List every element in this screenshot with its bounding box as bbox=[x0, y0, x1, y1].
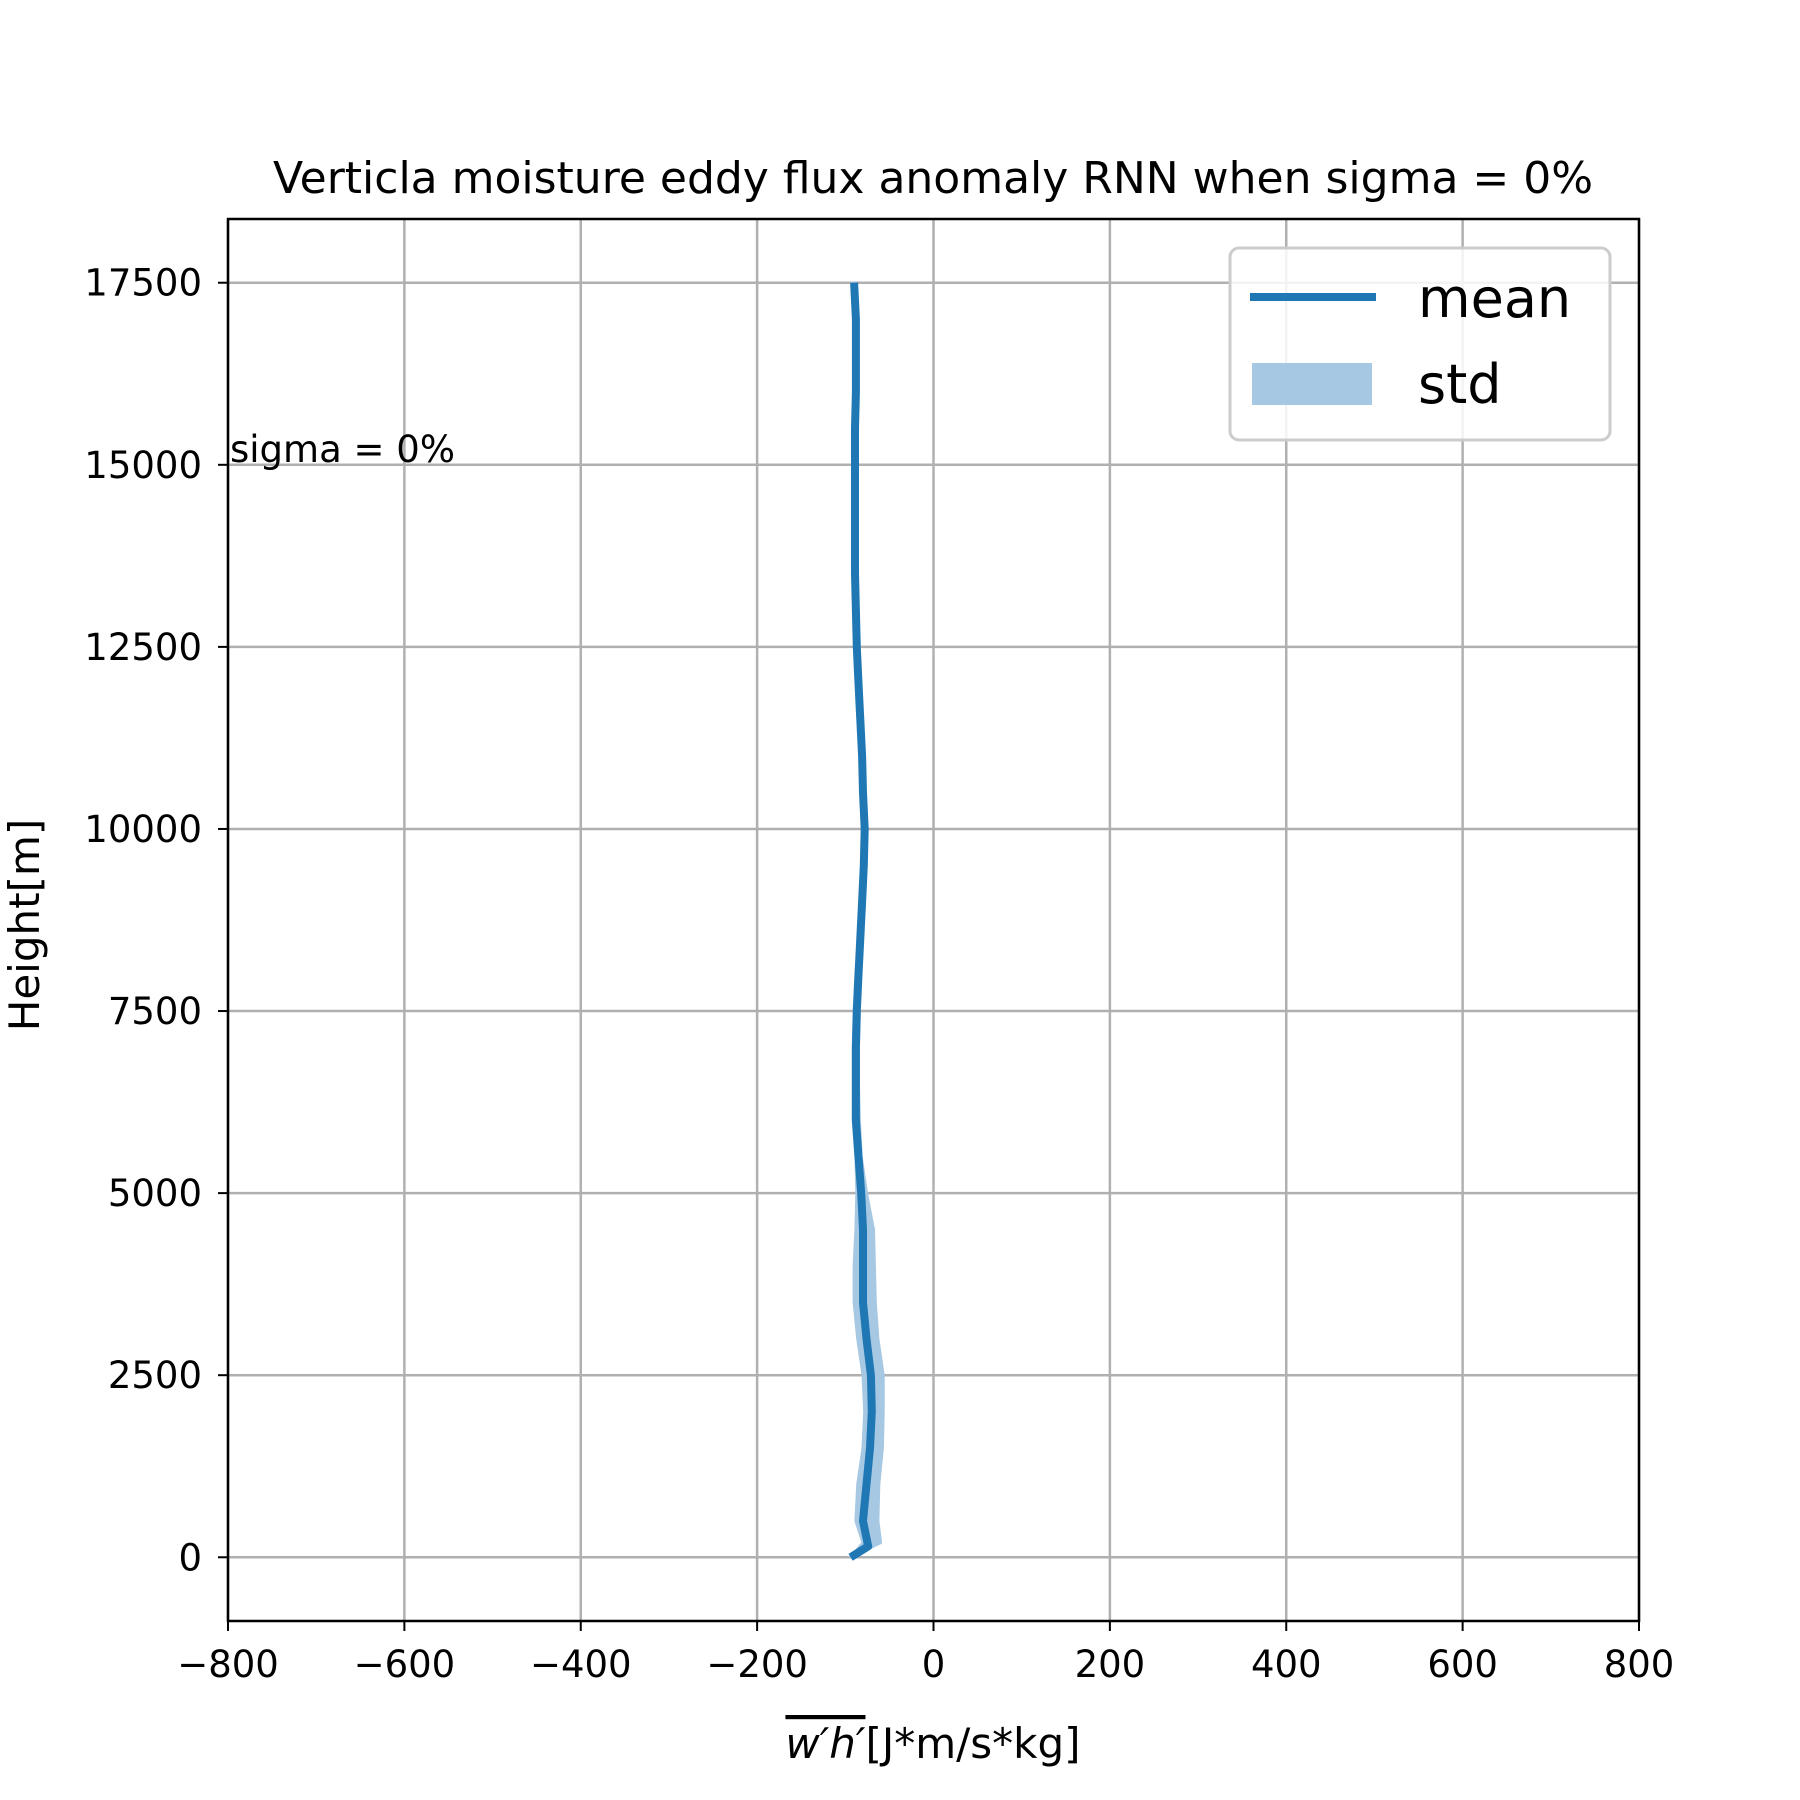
y-tick-label: 5000 bbox=[108, 1172, 202, 1215]
x-tick-label: 200 bbox=[1075, 1643, 1146, 1686]
axis-ticks: −800 −600 −400 −200 0 200 400 600 800 0 2500 5000 75… bbox=[84, 262, 1674, 1686]
legend-std-swatch bbox=[1252, 363, 1372, 405]
x-tick-label: −800 bbox=[177, 1643, 279, 1686]
legend: mean std bbox=[1228, 246, 1612, 442]
annotation-sigma: sigma = 0% bbox=[230, 428, 455, 471]
y-tick-label: 10000 bbox=[84, 808, 202, 851]
mean-line bbox=[848, 282, 876, 1561]
x-axis-label: w′h′[J*m/s*kg] bbox=[785, 1719, 1080, 1768]
x-axis-label-units: [J*m/s*kg] bbox=[865, 1719, 1080, 1768]
y-tick-label: 2500 bbox=[108, 1354, 202, 1397]
x-tick-label: −600 bbox=[354, 1643, 456, 1686]
x-tick-label: 400 bbox=[1251, 1643, 1322, 1686]
y-tick-label: 0 bbox=[178, 1536, 202, 1579]
x-tick-label: 600 bbox=[1427, 1643, 1498, 1686]
x-tick-label: −400 bbox=[530, 1643, 632, 1686]
grid bbox=[226, 219, 1641, 1621]
x-tick-label: 800 bbox=[1604, 1643, 1675, 1686]
y-tick-label: 15000 bbox=[84, 444, 202, 487]
legend-std-label: std bbox=[1418, 353, 1502, 416]
y-tick-label: 12500 bbox=[84, 626, 202, 669]
y-tick-label: 7500 bbox=[108, 990, 202, 1033]
plot-area bbox=[848, 281, 885, 1561]
y-axis-label: Height[m] bbox=[0, 819, 49, 1032]
x-axis-label-symbol: w′h′ bbox=[785, 1719, 866, 1768]
x-tick-label: −200 bbox=[706, 1643, 808, 1686]
x-tick-label: 0 bbox=[922, 1643, 946, 1686]
chart-title: Verticla moisture eddy flux anomaly RNN … bbox=[273, 153, 1593, 204]
legend-mean-label: mean bbox=[1418, 267, 1571, 330]
y-tick-label: 17500 bbox=[84, 262, 202, 305]
